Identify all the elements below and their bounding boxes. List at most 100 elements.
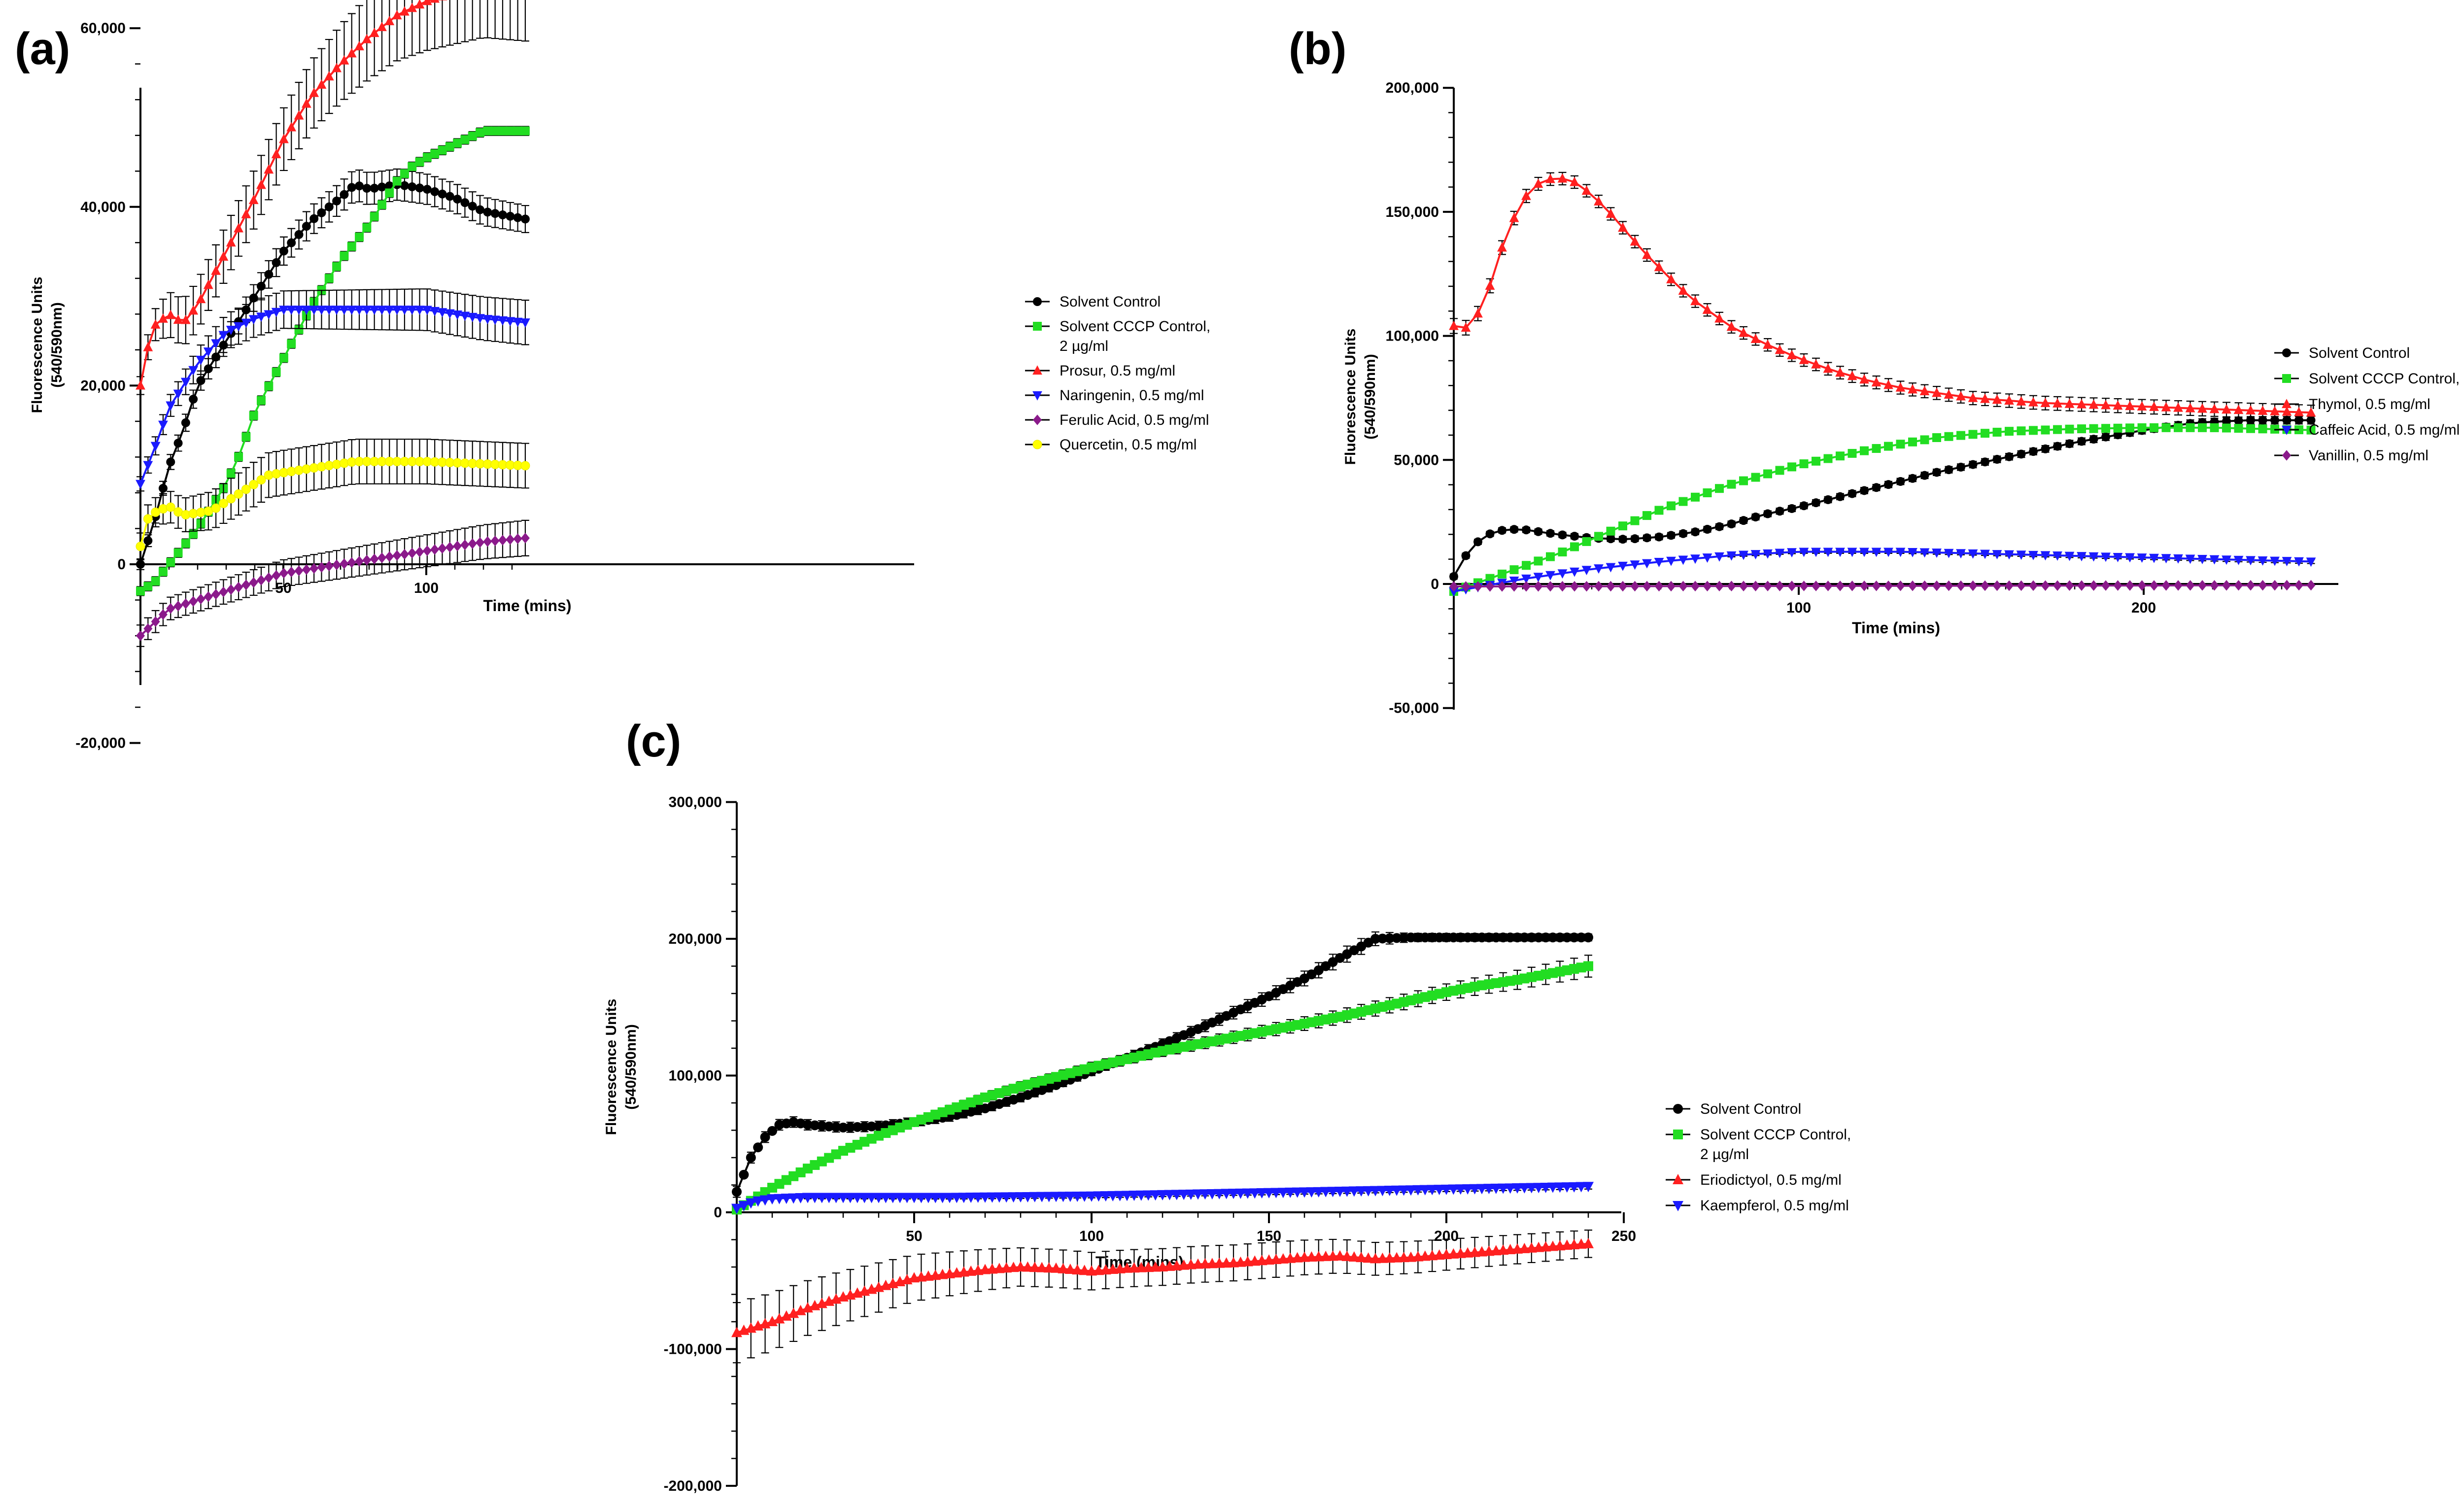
data-point xyxy=(400,181,409,190)
data-point xyxy=(1896,477,1905,486)
data-point xyxy=(1100,1264,1111,1275)
data-point xyxy=(355,556,364,567)
data-point xyxy=(482,315,493,324)
data-point xyxy=(1606,526,1615,536)
data-point xyxy=(2077,437,2086,446)
data-point xyxy=(1114,1191,1126,1201)
data-point xyxy=(2186,580,2195,591)
data-point xyxy=(369,28,379,37)
data-point xyxy=(1702,553,1712,563)
data-point xyxy=(1581,566,1592,576)
data-point xyxy=(830,1193,842,1203)
data-point xyxy=(324,71,334,81)
data-point xyxy=(2053,551,2062,561)
data-point xyxy=(1691,492,1700,502)
data-point xyxy=(483,536,492,547)
data-point xyxy=(1406,932,1416,943)
data-point xyxy=(1277,1188,1289,1199)
data-point xyxy=(2222,580,2231,591)
data-point xyxy=(1654,506,1664,515)
data-point xyxy=(2270,580,2279,591)
data-point xyxy=(2004,395,2014,405)
data-point xyxy=(1292,1252,1303,1263)
panel-a-label: (a) xyxy=(15,24,70,74)
data-point xyxy=(460,198,470,207)
data-point xyxy=(1509,525,1519,534)
data-point xyxy=(746,1153,756,1163)
legend-label: Thymol, 0.5 mg/ml xyxy=(2309,396,2430,412)
data-point xyxy=(309,214,319,223)
data-point xyxy=(1264,1254,1274,1265)
data-point xyxy=(1483,1184,1495,1195)
legend-item: Vanillin, 0.5 mg/ml xyxy=(2274,447,2429,464)
data-point xyxy=(1135,1262,1147,1272)
data-point xyxy=(838,1122,848,1132)
data-point xyxy=(347,557,356,568)
data-point xyxy=(987,1192,998,1203)
data-point xyxy=(1703,581,1712,592)
y-tick-label: 0 xyxy=(117,556,126,573)
data-point xyxy=(1823,581,1833,591)
data-point xyxy=(1036,1192,1048,1202)
data-point xyxy=(1462,1247,1473,1258)
y-axis-label: Fluorescence Units xyxy=(1342,329,1359,465)
data-point xyxy=(2137,423,2147,432)
data-point xyxy=(831,1122,841,1132)
y-tick-label: 60,000 xyxy=(80,20,126,36)
data-point xyxy=(1072,1191,1083,1202)
data-point xyxy=(1908,437,1917,446)
data-point xyxy=(1547,1182,1558,1193)
data-point xyxy=(1992,550,2002,559)
data-point xyxy=(2282,557,2292,567)
data-point xyxy=(188,305,199,315)
data-point xyxy=(248,315,259,325)
data-point xyxy=(1256,1255,1267,1266)
data-point xyxy=(347,242,356,251)
data-point xyxy=(2161,402,2171,411)
data-point xyxy=(158,609,168,620)
data-point xyxy=(760,1132,770,1142)
data-point xyxy=(2270,406,2280,415)
data-point xyxy=(1107,1191,1119,1201)
legend-label: Solvent Control xyxy=(2309,345,2410,361)
data-point xyxy=(506,534,515,545)
data-point xyxy=(1064,1263,1076,1274)
data-point xyxy=(788,1307,799,1318)
data-point xyxy=(1547,1240,1558,1251)
data-point xyxy=(1434,1185,1445,1196)
data-point xyxy=(324,202,334,211)
data-point xyxy=(1872,581,1881,591)
data-point xyxy=(2258,556,2268,566)
data-point xyxy=(1944,389,1954,399)
data-point xyxy=(1643,533,1651,543)
data-point xyxy=(377,22,387,32)
data-point xyxy=(332,196,342,206)
data-point xyxy=(234,452,243,462)
data-point xyxy=(901,1193,913,1203)
panel-a-legend: Solvent Control Solvent CCCP Control, 2 µg… xyxy=(1025,294,1210,453)
data-point xyxy=(1630,516,1640,525)
data-point xyxy=(1751,581,1760,591)
data-point xyxy=(1703,525,1712,534)
data-point xyxy=(2041,425,2050,435)
data-point xyxy=(1548,932,1558,943)
data-point xyxy=(937,1193,948,1203)
legend-item: Prosur, 0.5 mg/ml xyxy=(1025,363,1175,379)
data-point xyxy=(1449,587,1459,597)
data-point xyxy=(1618,521,1627,531)
data-point xyxy=(880,1193,891,1203)
data-point xyxy=(852,1122,862,1132)
data-point xyxy=(1086,1265,1097,1276)
data-point xyxy=(1079,1191,1090,1202)
data-point xyxy=(1256,1188,1267,1199)
data-point xyxy=(2040,398,2051,407)
data-point xyxy=(1122,1191,1132,1201)
data-point xyxy=(2125,423,2134,433)
data-point xyxy=(1001,1192,1012,1203)
data-point xyxy=(1540,932,1551,943)
data-point xyxy=(2041,580,2050,591)
data-point xyxy=(1462,1184,1473,1195)
data-point xyxy=(309,306,319,315)
data-point xyxy=(816,1193,827,1203)
data-point xyxy=(1654,581,1664,592)
